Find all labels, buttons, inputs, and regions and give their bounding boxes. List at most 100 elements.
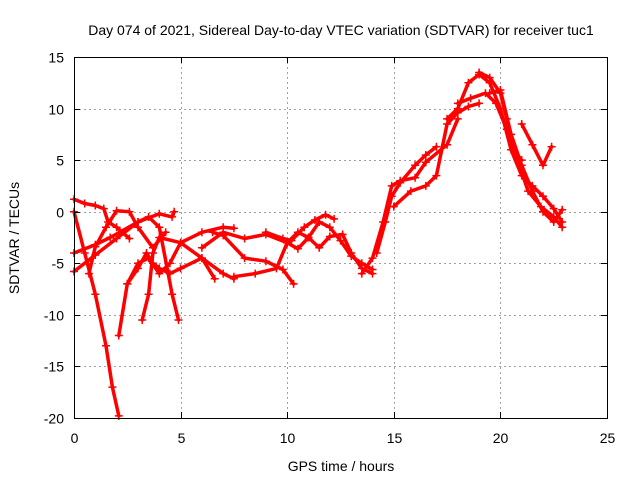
data-point	[432, 142, 441, 151]
data-point	[528, 187, 537, 196]
series-line	[477, 70, 524, 162]
series-line	[392, 101, 481, 209]
data-point	[411, 173, 420, 182]
data-point	[464, 102, 473, 111]
data-point	[197, 254, 206, 263]
data-point	[485, 73, 494, 82]
series-track-k	[229, 228, 377, 281]
data-point	[396, 178, 405, 187]
series-track-s	[517, 120, 556, 170]
data-point	[229, 272, 238, 281]
data-point	[134, 264, 142, 273]
series-line	[87, 208, 168, 276]
tick-marks	[74, 57, 608, 419]
data-point	[99, 204, 108, 213]
data-point	[278, 265, 287, 274]
series-track-o	[389, 99, 484, 211]
data-point	[102, 341, 110, 350]
data-point	[502, 114, 511, 123]
x-tick-label: 20	[493, 430, 509, 446]
series-line	[232, 230, 375, 279]
data-point	[261, 257, 270, 266]
data-point	[165, 259, 174, 268]
data-point	[558, 223, 567, 232]
y-tick-label: -10	[44, 308, 64, 324]
data-point	[91, 201, 100, 210]
data-point	[293, 244, 302, 253]
data-point	[368, 269, 377, 278]
data-point	[123, 279, 132, 288]
data-point	[176, 238, 185, 247]
data-point	[464, 78, 473, 87]
data-point	[80, 199, 89, 208]
data-point	[321, 210, 330, 219]
data-point	[197, 228, 206, 237]
series-line	[519, 122, 554, 168]
data-point	[453, 99, 462, 108]
series-track-l	[261, 210, 339, 245]
data-point	[528, 140, 537, 149]
data-point	[125, 207, 134, 216]
data-point	[517, 120, 526, 128]
data-point	[421, 181, 430, 190]
data-point	[197, 243, 206, 252]
data-point	[496, 89, 505, 98]
data-point	[330, 214, 339, 223]
y-tick-label: 10	[48, 102, 64, 118]
data-point	[300, 223, 309, 232]
data-point	[144, 212, 153, 221]
data-point	[91, 242, 100, 251]
data-point	[475, 99, 484, 108]
data-point	[278, 234, 287, 243]
data-point	[170, 207, 179, 216]
data-point	[134, 223, 142, 232]
x-tick-label: 25	[600, 430, 616, 446]
series-line	[72, 209, 121, 418]
x-tick-label: 5	[178, 430, 186, 446]
data-point	[466, 94, 475, 103]
data-point	[485, 89, 494, 98]
data-point	[421, 158, 430, 167]
data-point	[240, 234, 249, 243]
data-point	[549, 218, 558, 226]
data-point	[251, 269, 260, 278]
data-point	[102, 223, 110, 232]
data-point	[208, 228, 217, 237]
data-point	[161, 228, 170, 237]
series-track-n	[372, 142, 441, 257]
data-point	[517, 156, 526, 165]
data-point	[84, 269, 93, 278]
x-tick-label: 10	[280, 430, 296, 446]
data-point	[144, 290, 153, 299]
data-point	[411, 161, 420, 170]
series-track-t	[475, 68, 526, 165]
x-tick-label: 15	[387, 430, 403, 446]
data-point	[219, 269, 228, 278]
data-point	[155, 233, 164, 242]
data-point	[357, 269, 366, 278]
data-point	[272, 264, 281, 273]
data-point	[155, 209, 164, 218]
chart-title: Day 074 of 2021, Sidereal Day-to-day VTE…	[88, 22, 594, 38]
data-point	[549, 204, 558, 213]
data-point	[310, 216, 319, 224]
series-line	[140, 235, 236, 322]
data-point	[372, 249, 381, 257]
data-point	[389, 202, 398, 211]
data-point	[539, 207, 547, 216]
data-point	[387, 181, 396, 190]
data-point	[432, 171, 441, 180]
data-point	[138, 316, 147, 324]
data-point	[125, 234, 134, 243]
data-point	[287, 236, 296, 245]
data-point	[168, 290, 177, 299]
data-point	[148, 249, 157, 257]
y-axis-label: SDTVAR / TECUs	[6, 182, 22, 294]
data-point	[475, 68, 484, 77]
data-point	[509, 145, 518, 154]
data-point	[304, 233, 313, 242]
plot-frame	[74, 57, 608, 419]
data-point	[381, 218, 390, 226]
